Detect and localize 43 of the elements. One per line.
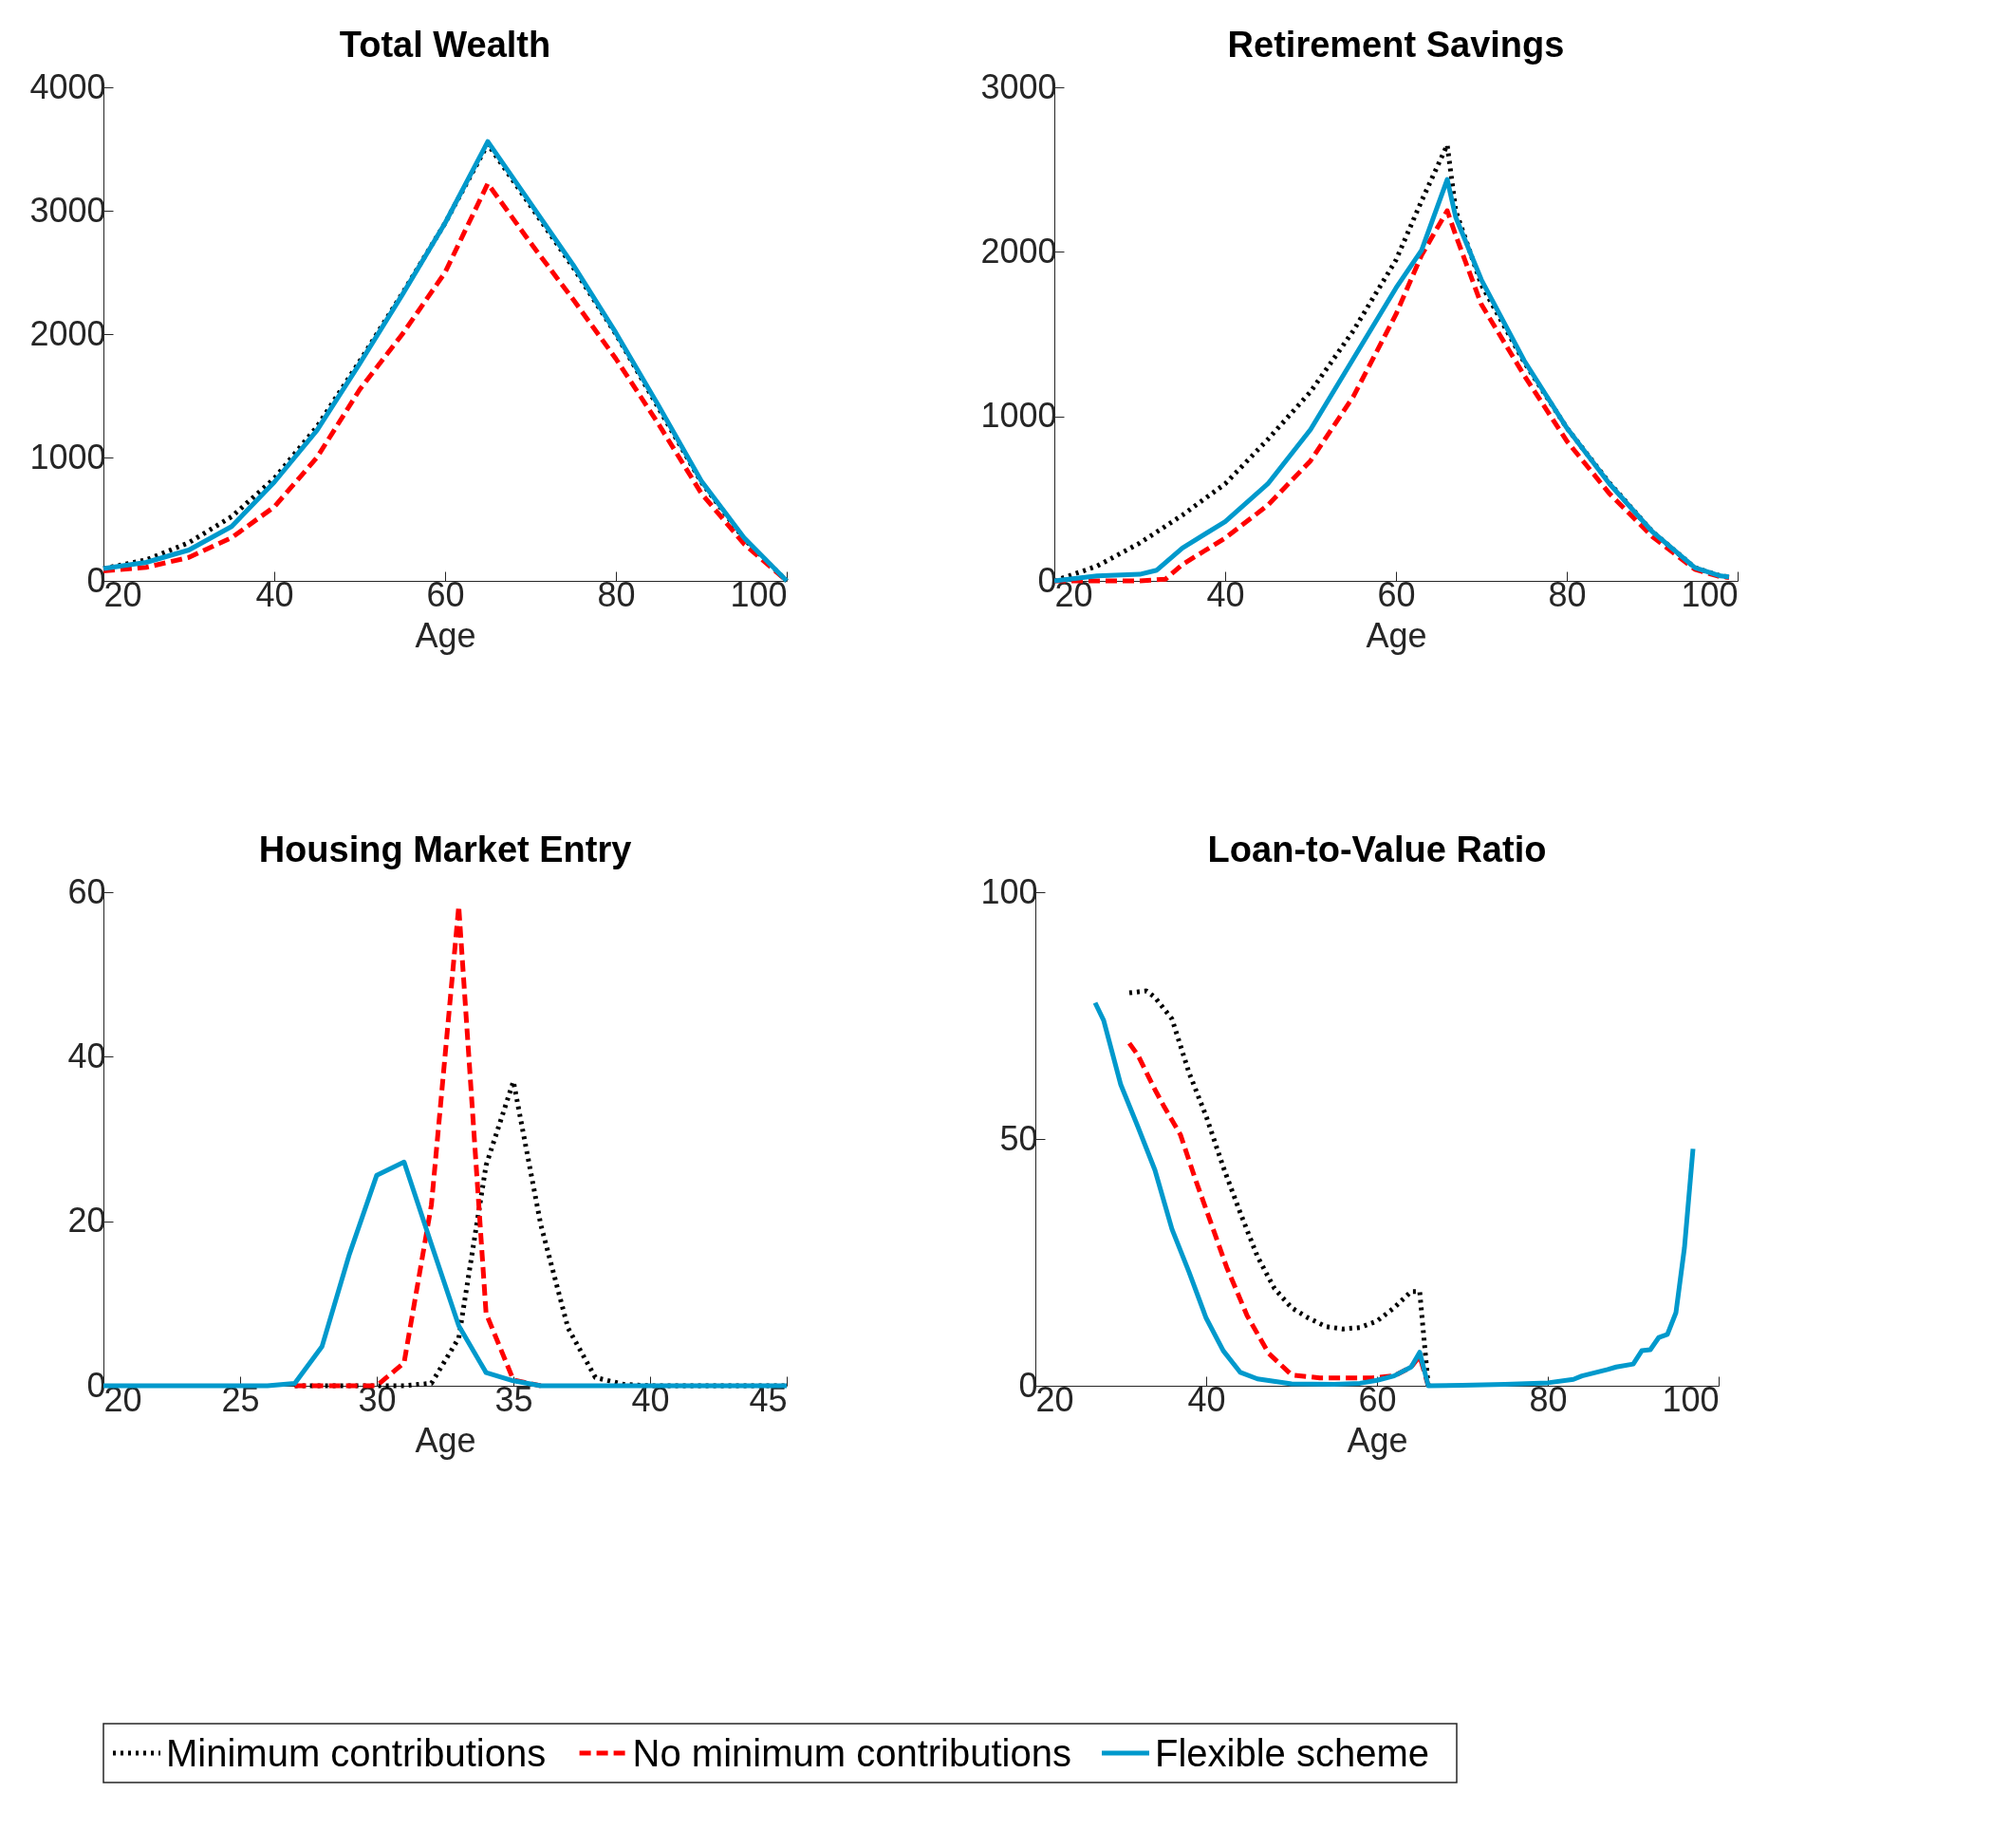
y-tick-label: 100 — [980, 871, 1038, 911]
x-tick-label: 100 — [1662, 1379, 1720, 1419]
x-tick-label: 80 — [1548, 574, 1587, 614]
chart-title: Retirement Savings — [1227, 25, 1565, 65]
y-tick-label: 50 — [999, 1118, 1038, 1158]
y-tick-label: 1000 — [29, 437, 106, 476]
x-tick-label: 80 — [597, 574, 636, 614]
x-axis-title: Age — [415, 1420, 476, 1460]
y-tick-label: 40 — [67, 1036, 106, 1075]
y-tick-label: 2000 — [980, 231, 1057, 271]
x-tick-label: 60 — [426, 574, 465, 614]
x-tick-label: 40 — [631, 1379, 670, 1419]
x-tick-label: 100 — [730, 574, 788, 614]
x-tick-label: 80 — [1529, 1379, 1568, 1419]
x-tick-label: 40 — [1206, 574, 1245, 614]
y-tick-label: 4000 — [29, 66, 106, 106]
chart-title: Loan-to-Value Ratio — [1207, 830, 1547, 869]
y-tick-label: 2000 — [29, 313, 106, 353]
legend-label: Flexible scheme — [1155, 1732, 1430, 1774]
y-tick-label: 60 — [67, 871, 106, 911]
x-tick-label: 35 — [494, 1379, 533, 1419]
y-tick-label: 20 — [67, 1201, 106, 1241]
x-tick-label: 40 — [255, 574, 294, 614]
y-tick-label: 1000 — [980, 396, 1057, 436]
legend-label: Minimum contributions — [166, 1732, 547, 1774]
x-tick-label: 40 — [1187, 1379, 1226, 1419]
y-tick-label: 0 — [1018, 1365, 1038, 1405]
x-axis-title: Age — [1347, 1420, 1408, 1460]
chart-title: Total Wealth — [339, 25, 551, 65]
y-tick-label: 0 — [86, 560, 106, 600]
x-tick-label: 30 — [358, 1379, 397, 1419]
x-tick-label: 100 — [1681, 574, 1739, 614]
x-axis-title: Age — [415, 615, 476, 655]
x-tick-label: 20 — [1054, 574, 1093, 614]
x-axis-title: Age — [1366, 615, 1427, 655]
y-tick-label: 3000 — [29, 190, 106, 230]
y-tick-label: 0 — [1037, 560, 1057, 600]
y-tick-label: 0 — [86, 1365, 106, 1405]
chart-title: Housing Market Entry — [258, 830, 632, 869]
x-tick-label: 60 — [1377, 574, 1416, 614]
legend-label: No minimum contributions — [632, 1732, 1071, 1774]
y-tick-label: 3000 — [980, 66, 1057, 106]
x-tick-label: 60 — [1358, 1379, 1397, 1419]
